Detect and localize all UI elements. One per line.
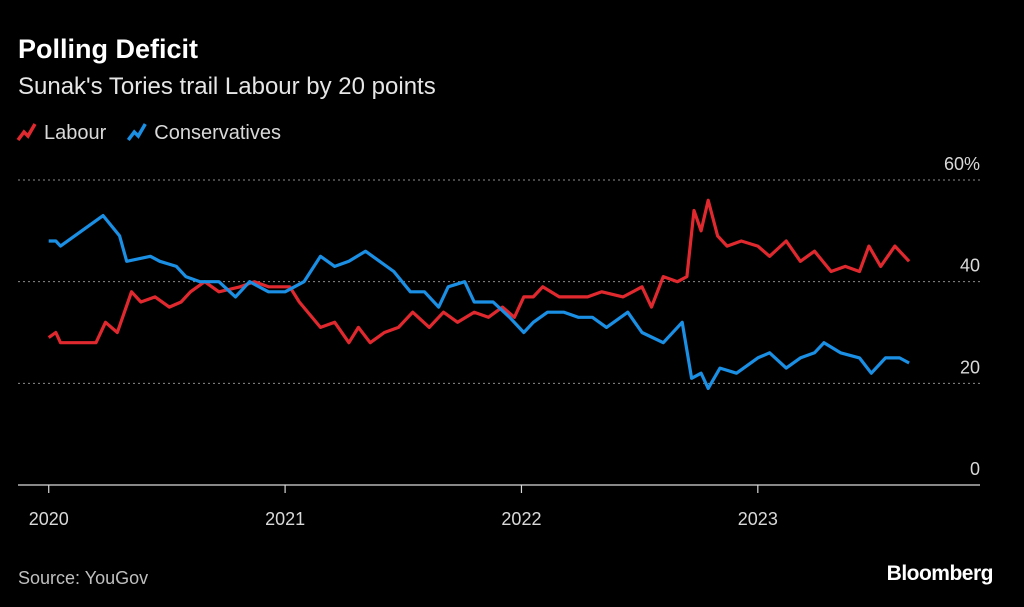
logo: Bloomberg: [887, 562, 993, 585]
x-tick-label: 2022: [501, 509, 541, 529]
legend-label: Labour: [44, 122, 107, 144]
x-tick-label: 2020: [29, 509, 69, 529]
legend-swatch: [126, 123, 147, 142]
legend-swatch: [16, 123, 37, 142]
chart-subtitle: Sunak's Tories trail Labour by 20 points: [18, 73, 436, 100]
y-tick-label: 20: [960, 357, 980, 377]
x-tick-label: 2023: [738, 509, 778, 529]
x-tick-label: 2021: [265, 509, 305, 529]
source: Source: YouGov: [18, 568, 148, 588]
y-tick-label: 0: [970, 459, 980, 479]
series-line: [48, 214, 910, 390]
chart-title: Polling Deficit: [18, 34, 198, 64]
series-line: [47, 198, 911, 345]
y-tick-label: 60%: [944, 154, 980, 174]
legend-label: Conservatives: [154, 122, 281, 144]
y-tick-label: 40: [960, 256, 980, 276]
